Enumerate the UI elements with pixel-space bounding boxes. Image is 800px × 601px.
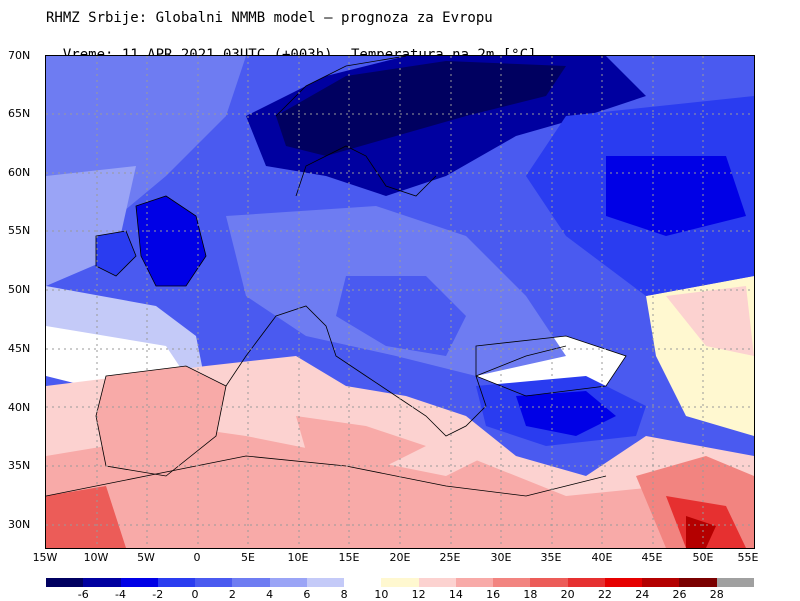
legend-label: 20	[560, 588, 575, 601]
legend-swatch	[157, 578, 195, 587]
legend-swatch	[642, 578, 680, 587]
legend-label: 6	[303, 588, 311, 601]
legend-swatch	[232, 578, 270, 587]
color-legend	[46, 578, 754, 587]
lat-label: 40N	[8, 401, 31, 414]
legend-label: 26	[672, 588, 687, 601]
lon-label: 20E	[389, 551, 411, 564]
lon-label: 55E	[737, 551, 759, 564]
lon-label: 0	[193, 551, 201, 564]
legend-swatch	[83, 578, 121, 587]
lon-label: 40E	[591, 551, 613, 564]
legend-label: 28	[709, 588, 724, 601]
legend-label: 4	[266, 588, 274, 601]
lat-label: 35N	[8, 459, 31, 472]
lat-label: 65N	[8, 107, 31, 120]
lon-label: 10E	[287, 551, 309, 564]
lon-label: 50E	[692, 551, 714, 564]
map-title: RHMZ Srbije: Globalni NMMB model — progn…	[46, 10, 493, 26]
legend-label: 14	[448, 588, 463, 601]
legend-swatch	[604, 578, 642, 587]
legend-label: 0	[191, 588, 199, 601]
legend-label: 18	[523, 588, 538, 601]
legend-label: 24	[635, 588, 650, 601]
lat-label: 30N	[8, 518, 31, 531]
lon-label: 25E	[439, 551, 461, 564]
lat-label: 50N	[8, 283, 31, 296]
legend-label: -4	[115, 588, 126, 601]
legend-label: 16	[486, 588, 501, 601]
legend-label: -6	[77, 588, 89, 601]
lon-label: 30E	[490, 551, 512, 564]
lat-label: 45N	[8, 342, 31, 355]
legend-label: 22	[597, 588, 612, 601]
legend-label: -2	[152, 588, 164, 601]
lon-label: 45E	[641, 551, 663, 564]
legend-swatch	[381, 578, 419, 587]
legend-swatch	[455, 578, 493, 587]
legend-swatch	[120, 578, 158, 587]
legend-swatch	[418, 578, 456, 587]
lon-label: 5E	[241, 551, 255, 564]
lon-label: 10W	[83, 551, 109, 564]
lon-label: 15W	[32, 551, 58, 564]
legend-swatch	[716, 578, 754, 587]
legend-label: 12	[411, 588, 426, 601]
legend-swatch	[195, 578, 233, 587]
legend-label: 2	[228, 588, 236, 601]
lon-label: 5W	[137, 551, 155, 564]
temperature-field	[46, 56, 754, 548]
lon-label: 15E	[338, 551, 360, 564]
legend-swatch	[344, 578, 382, 587]
lat-label: 55N	[8, 224, 31, 237]
legend-swatch	[306, 578, 344, 587]
lat-label: 60N	[8, 166, 31, 179]
legend-label: 8	[340, 588, 348, 601]
lat-label: 70N	[8, 49, 31, 62]
legend-swatch	[493, 578, 531, 587]
legend-swatch	[530, 578, 568, 587]
legend-swatch	[269, 578, 307, 587]
lon-label: 35E	[540, 551, 562, 564]
legend-swatch	[46, 578, 84, 587]
temperature-map	[45, 55, 755, 549]
legend-swatch	[567, 578, 605, 587]
legend-label: 10	[374, 588, 389, 601]
legend-swatch	[679, 578, 717, 587]
